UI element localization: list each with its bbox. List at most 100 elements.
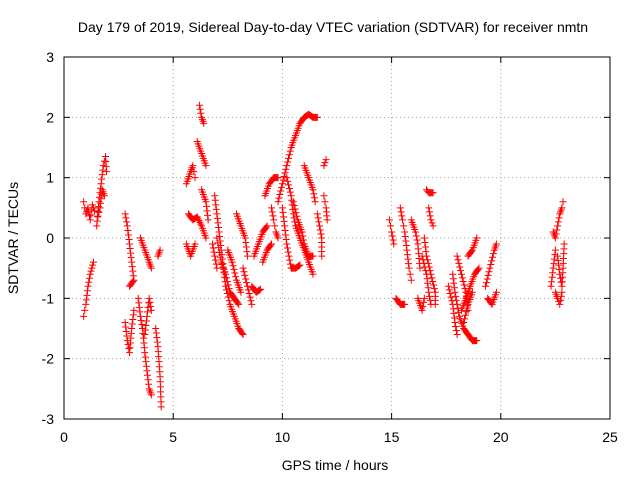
data-point <box>424 279 432 287</box>
data-point <box>85 278 93 286</box>
data-point <box>558 204 566 212</box>
data-point <box>404 255 412 263</box>
data-point <box>387 222 395 230</box>
data-point <box>157 403 165 411</box>
data-point <box>283 240 291 248</box>
data-point <box>556 300 564 308</box>
data-point <box>548 273 556 281</box>
data-point <box>267 204 275 212</box>
data-point <box>96 204 104 212</box>
x-axis-label: GPS time / hours <box>282 457 389 473</box>
data-point <box>449 275 457 283</box>
data-point <box>423 256 431 264</box>
data-point <box>445 286 453 294</box>
data-point <box>248 300 256 308</box>
data-point <box>234 299 242 307</box>
data-point <box>145 294 153 302</box>
data-point <box>141 331 149 339</box>
data-point <box>209 240 217 248</box>
data-point <box>554 257 562 265</box>
data-point <box>285 185 293 193</box>
data-point <box>214 239 222 247</box>
data-point <box>224 281 232 289</box>
data-point <box>98 171 106 179</box>
data-point <box>274 234 282 242</box>
data-point <box>82 296 90 304</box>
data-point <box>211 256 219 264</box>
data-point <box>320 162 328 170</box>
data-point <box>276 191 284 199</box>
data-point <box>444 282 452 290</box>
data-point <box>290 201 298 209</box>
data-point <box>231 269 239 277</box>
data-point <box>262 223 270 231</box>
data-point <box>453 252 461 260</box>
data-point <box>554 218 562 226</box>
data-point <box>237 288 245 296</box>
data-point <box>314 214 322 222</box>
data-point <box>213 210 221 218</box>
data-point <box>461 315 469 323</box>
data-point <box>403 246 411 254</box>
data-point <box>121 210 129 218</box>
data-point <box>291 205 299 213</box>
data-point <box>450 309 458 317</box>
data-point <box>555 214 563 222</box>
data-point <box>213 234 221 242</box>
data-point <box>492 288 500 296</box>
data-point <box>209 244 217 252</box>
data-point <box>83 287 91 295</box>
data-point <box>286 147 294 155</box>
x-tick-label: 5 <box>169 429 177 445</box>
data-point <box>191 240 199 248</box>
data-point <box>282 231 290 239</box>
data-point <box>123 222 131 230</box>
data-point <box>152 329 160 337</box>
data-point <box>128 325 136 332</box>
data-point <box>281 226 289 234</box>
data-point <box>211 192 219 200</box>
data-point <box>427 216 435 224</box>
data-point <box>458 274 466 282</box>
data-point <box>553 226 561 234</box>
data-point <box>309 252 317 260</box>
data-point <box>81 306 89 314</box>
data-point <box>451 318 459 326</box>
data-point <box>457 270 465 278</box>
data-point <box>84 282 92 290</box>
data-point <box>195 101 203 109</box>
data-point <box>451 288 459 296</box>
data-point <box>124 226 132 234</box>
y-tick-label: -3 <box>42 411 55 427</box>
data-point <box>388 232 396 240</box>
data-point <box>245 290 253 298</box>
data-point <box>128 263 136 271</box>
data-point <box>555 261 563 269</box>
data-point <box>316 222 324 230</box>
data-point <box>557 292 565 300</box>
data-point <box>126 245 134 253</box>
data-point <box>144 308 152 316</box>
data-point <box>274 174 282 182</box>
data-point <box>426 267 434 275</box>
data-point <box>428 219 436 227</box>
y-tick-label: -2 <box>42 351 55 367</box>
data-point <box>419 302 427 310</box>
data-point <box>311 198 319 206</box>
data-point <box>88 201 96 209</box>
data-point <box>279 213 287 221</box>
data-point <box>309 186 317 194</box>
data-point <box>204 211 212 219</box>
data-point <box>243 252 251 260</box>
data-point <box>147 264 155 272</box>
data-point <box>99 166 107 174</box>
data-point <box>425 263 433 271</box>
data-point <box>285 151 293 159</box>
data-point <box>551 234 559 242</box>
data-point <box>97 199 105 207</box>
data-point <box>142 317 150 325</box>
data-point <box>423 275 431 283</box>
data-point <box>230 265 238 273</box>
data-point <box>420 298 428 306</box>
data-point <box>283 174 291 182</box>
